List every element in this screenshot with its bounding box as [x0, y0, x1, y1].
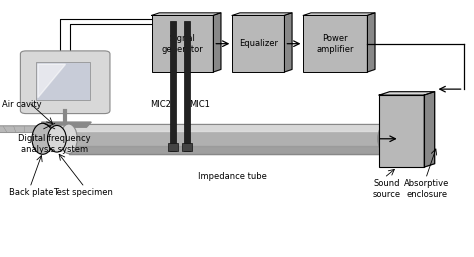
Ellipse shape	[47, 125, 66, 152]
FancyBboxPatch shape	[232, 15, 284, 72]
Text: MIC1: MIC1	[190, 99, 210, 108]
Polygon shape	[0, 126, 47, 132]
Text: Impedance tube: Impedance tube	[198, 172, 267, 181]
Polygon shape	[69, 124, 386, 153]
FancyBboxPatch shape	[182, 143, 192, 151]
Polygon shape	[367, 13, 375, 72]
FancyBboxPatch shape	[170, 21, 176, 151]
FancyBboxPatch shape	[379, 95, 424, 167]
Text: Absorptive
enclosure: Absorptive enclosure	[404, 179, 449, 199]
Polygon shape	[48, 126, 65, 151]
Polygon shape	[303, 13, 375, 15]
Text: Sound
source: Sound source	[372, 179, 401, 199]
Ellipse shape	[60, 124, 77, 154]
Polygon shape	[69, 124, 386, 131]
Text: Signal
generator: Signal generator	[162, 34, 203, 54]
Text: Test specimen: Test specimen	[53, 188, 113, 197]
Polygon shape	[38, 64, 65, 98]
Text: Equalizer: Equalizer	[239, 39, 278, 48]
Polygon shape	[379, 92, 435, 95]
Text: Power
amplifier: Power amplifier	[317, 34, 354, 54]
Ellipse shape	[32, 123, 53, 154]
Polygon shape	[152, 13, 221, 15]
Text: Digital frequency
analysis system: Digital frequency analysis system	[18, 134, 91, 154]
Polygon shape	[213, 13, 221, 72]
FancyBboxPatch shape	[303, 15, 367, 72]
Polygon shape	[284, 13, 292, 72]
Text: MIC2: MIC2	[150, 99, 171, 108]
Text: Back plate: Back plate	[9, 188, 53, 197]
Ellipse shape	[378, 124, 395, 154]
FancyBboxPatch shape	[20, 51, 110, 114]
Polygon shape	[424, 92, 435, 167]
Polygon shape	[69, 146, 386, 153]
FancyBboxPatch shape	[36, 62, 90, 100]
FancyBboxPatch shape	[168, 143, 178, 151]
Polygon shape	[232, 13, 292, 15]
Text: Air cavity: Air cavity	[2, 99, 42, 109]
FancyBboxPatch shape	[152, 15, 213, 72]
Polygon shape	[41, 122, 91, 127]
FancyBboxPatch shape	[184, 21, 190, 151]
